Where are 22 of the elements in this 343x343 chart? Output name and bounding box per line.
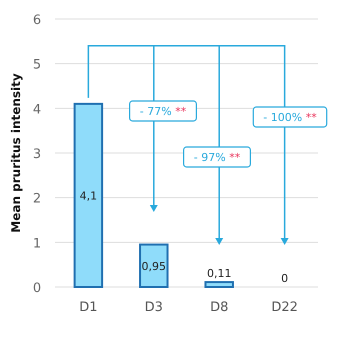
bar <box>204 281 234 288</box>
annotation: - 100% ** <box>263 111 318 124</box>
annotation: - 97% ** <box>194 151 241 164</box>
x-tick-label: D3 <box>144 300 163 315</box>
y-tick-label: 4 <box>32 102 42 118</box>
x-tick-label: D1 <box>79 300 98 315</box>
y-tick-label: 1 <box>32 236 42 252</box>
data-label: 0,95 <box>142 260 166 273</box>
annotation: - 77% ** <box>140 105 187 118</box>
data-label: 0 <box>281 272 288 285</box>
y-tick-label: 3 <box>32 147 42 162</box>
data-label: 4,1 <box>80 189 98 202</box>
y-axis-title: Mean pruritus intensity <box>9 73 23 233</box>
y-tick-label: 0 <box>32 281 42 296</box>
bar <box>74 102 104 288</box>
y-tick-label: 2 <box>32 192 42 207</box>
x-tick-label: D22 <box>271 300 298 315</box>
data-label: 0,11 <box>206 267 232 280</box>
bar <box>139 244 169 288</box>
y-tick-label: 5 <box>32 58 42 73</box>
x-tick-label: D8 <box>210 300 228 315</box>
y-tick-label: 6 <box>32 13 42 28</box>
